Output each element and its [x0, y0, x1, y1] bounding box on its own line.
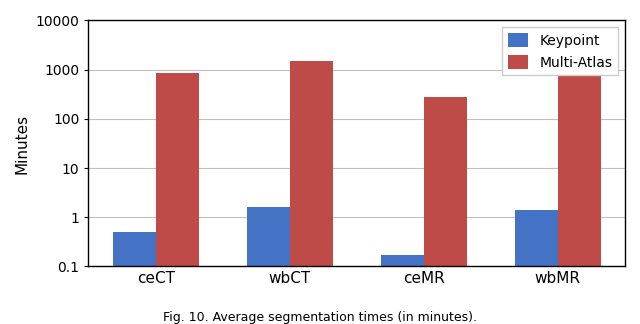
Bar: [557, 71, 600, 324]
Y-axis label: Minutes: Minutes: [15, 113, 30, 174]
Bar: [156, 73, 198, 324]
Bar: [424, 97, 467, 324]
Bar: [290, 61, 333, 324]
Legend: Keypoint, Multi-Atlas: Keypoint, Multi-Atlas: [502, 28, 618, 75]
Bar: [113, 232, 156, 324]
Bar: [515, 210, 557, 324]
Bar: [381, 255, 424, 324]
Bar: [247, 207, 290, 324]
Text: Fig. 10. Average segmentation times (in minutes).: Fig. 10. Average segmentation times (in …: [163, 311, 477, 324]
